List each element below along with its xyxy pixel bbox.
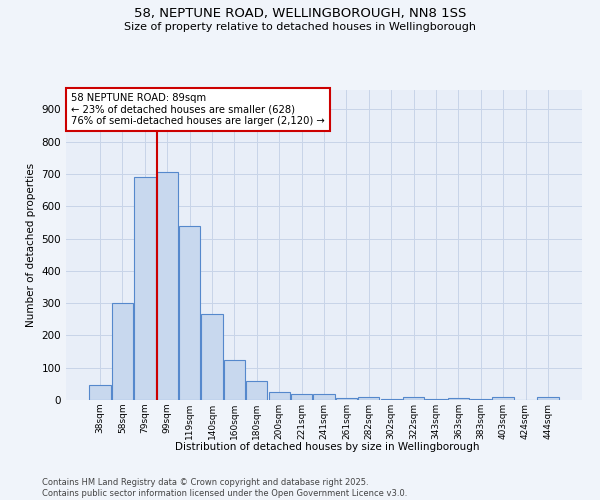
Text: Distribution of detached houses by size in Wellingborough: Distribution of detached houses by size … — [175, 442, 479, 452]
Text: Size of property relative to detached houses in Wellingborough: Size of property relative to detached ho… — [124, 22, 476, 32]
Bar — [448, 398, 469, 400]
Y-axis label: Number of detached properties: Number of detached properties — [26, 163, 36, 327]
Bar — [403, 398, 424, 400]
Bar — [112, 303, 133, 400]
Bar — [537, 398, 559, 400]
Bar — [313, 394, 335, 400]
Bar — [134, 177, 155, 400]
Bar — [246, 382, 268, 400]
Bar — [291, 394, 312, 400]
Bar — [224, 360, 245, 400]
Bar — [336, 398, 357, 400]
Bar — [493, 398, 514, 400]
Text: Contains HM Land Registry data © Crown copyright and database right 2025.
Contai: Contains HM Land Registry data © Crown c… — [42, 478, 407, 498]
Bar — [179, 226, 200, 400]
Bar — [157, 172, 178, 400]
Bar — [269, 392, 290, 400]
Bar — [380, 399, 402, 400]
Text: 58 NEPTUNE ROAD: 89sqm
← 23% of detached houses are smaller (628)
76% of semi-de: 58 NEPTUNE ROAD: 89sqm ← 23% of detached… — [71, 93, 325, 126]
Text: 58, NEPTUNE ROAD, WELLINGBOROUGH, NN8 1SS: 58, NEPTUNE ROAD, WELLINGBOROUGH, NN8 1S… — [134, 8, 466, 20]
Bar — [358, 398, 379, 400]
Bar — [89, 386, 111, 400]
Bar — [202, 314, 223, 400]
